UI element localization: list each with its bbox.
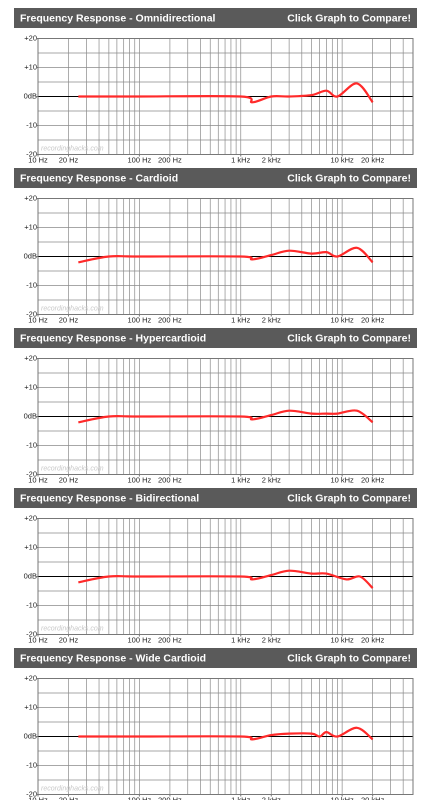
x-tick-label: 2 kHz xyxy=(262,155,281,164)
y-tick-label: -10 xyxy=(26,280,37,289)
x-tick-label: 10 kHz xyxy=(330,475,354,484)
chart-title: Frequency Response - Cardioid xyxy=(20,172,178,184)
frequency-chart[interactable]: Frequency Response - Cardioid Click Graph… xyxy=(14,168,417,324)
y-tick-label: -10 xyxy=(26,440,37,449)
compare-link[interactable]: Click Graph to Compare! xyxy=(287,332,411,344)
x-tick-label: 1 kHz xyxy=(231,795,250,800)
y-tick-label: +20 xyxy=(24,33,37,42)
compare-link[interactable]: Click Graph to Compare! xyxy=(287,12,411,24)
response-line xyxy=(78,726,374,741)
y-tick-label: -20 xyxy=(26,789,37,798)
header-bar xyxy=(14,488,417,508)
frequency-chart[interactable]: Frequency Response - Hypercardioid Click … xyxy=(14,328,417,484)
frequency-chart[interactable]: Frequency Response - Wide Cardioid Click … xyxy=(14,648,417,800)
x-tick-label: 1 kHz xyxy=(231,475,250,484)
x-tick-label: 10 kHz xyxy=(330,795,354,800)
y-tick-label: -20 xyxy=(26,469,37,478)
x-tick-label: 1 kHz xyxy=(231,155,250,164)
x-tick-label: 10 kHz xyxy=(330,315,354,324)
x-tick-label: 200 Hz xyxy=(158,795,182,800)
x-tick-label: 200 Hz xyxy=(158,155,182,164)
y-tick-label: +10 xyxy=(24,222,37,231)
x-tick-label: 100 Hz xyxy=(127,635,151,644)
x-tick-label: 10 Hz xyxy=(28,475,48,484)
chart-title: Frequency Response - Bidirectional xyxy=(20,492,199,504)
x-tick-label: 100 Hz xyxy=(127,795,151,800)
compare-link[interactable]: Click Graph to Compare! xyxy=(287,172,411,184)
y-tick-label: +10 xyxy=(24,542,37,551)
x-tick-label: 10 Hz xyxy=(28,635,48,644)
y-tick-label: +20 xyxy=(24,673,37,682)
y-tick-label: -20 xyxy=(26,629,37,638)
x-tick-label: 100 Hz xyxy=(127,475,151,484)
y-tick-label: +10 xyxy=(24,702,37,711)
response-line xyxy=(78,569,374,589)
header-bar xyxy=(14,648,417,668)
x-tick-label: 20 kHz xyxy=(361,155,385,164)
y-tick-label: -20 xyxy=(26,309,37,318)
x-tick-label: 20 kHz xyxy=(361,315,385,324)
x-tick-label: 2 kHz xyxy=(262,475,281,484)
watermark: recordinghacks.com xyxy=(41,785,104,792)
x-tick-label: 10 kHz xyxy=(330,155,354,164)
x-tick-label: 200 Hz xyxy=(158,475,182,484)
x-tick-label: 2 kHz xyxy=(262,315,281,324)
header-bar xyxy=(14,8,417,28)
y-tick-label: 0dB xyxy=(24,91,37,100)
x-tick-label: 20 Hz xyxy=(59,795,79,800)
x-tick-label: 20 kHz xyxy=(361,635,385,644)
x-tick-label: 2 kHz xyxy=(262,635,281,644)
y-tick-label: 0dB xyxy=(24,251,37,260)
x-tick-label: 10 Hz xyxy=(28,315,48,324)
x-tick-label: 20 Hz xyxy=(59,315,79,324)
y-tick-label: 0dB xyxy=(24,571,37,580)
x-tick-label: 2 kHz xyxy=(262,795,281,800)
y-tick-label: +10 xyxy=(24,382,37,391)
x-tick-label: 20 Hz xyxy=(59,635,79,644)
y-tick-label: -20 xyxy=(26,149,37,158)
y-tick-label: 0dB xyxy=(24,731,37,740)
frequency-chart[interactable]: Frequency Response - Omnidirectional Clic… xyxy=(14,8,417,164)
x-tick-label: 20 Hz xyxy=(59,475,79,484)
watermark: recordinghacks.com xyxy=(41,145,104,152)
x-tick-label: 10 kHz xyxy=(330,635,354,644)
x-tick-label: 20 kHz xyxy=(361,475,385,484)
watermark: recordinghacks.com xyxy=(41,305,104,312)
chart-title: Frequency Response - Wide Cardioid xyxy=(20,652,206,664)
x-tick-label: 10 Hz xyxy=(28,155,48,164)
y-tick-label: +20 xyxy=(24,513,37,522)
x-tick-label: 100 Hz xyxy=(127,315,151,324)
y-tick-label: 0dB xyxy=(24,411,37,420)
header-bar xyxy=(14,168,417,188)
frequency-chart[interactable]: Frequency Response - Bidirectional Click … xyxy=(14,488,417,644)
x-tick-label: 200 Hz xyxy=(158,635,182,644)
response-line xyxy=(78,246,374,264)
compare-link[interactable]: Click Graph to Compare! xyxy=(287,652,411,664)
chart-title: Frequency Response - Omnidirectional xyxy=(20,12,216,24)
x-tick-label: 20 Hz xyxy=(59,155,79,164)
x-tick-label: 100 Hz xyxy=(127,155,151,164)
x-tick-label: 1 kHz xyxy=(231,315,250,324)
y-tick-label: +20 xyxy=(24,193,37,202)
response-line xyxy=(78,82,374,104)
y-tick-label: -10 xyxy=(26,120,37,129)
x-tick-label: 1 kHz xyxy=(231,635,250,644)
chart-title: Frequency Response - Hypercardioid xyxy=(20,332,206,344)
y-tick-label: +10 xyxy=(24,62,37,71)
watermark: recordinghacks.com xyxy=(41,625,104,632)
y-tick-label: -10 xyxy=(26,760,37,769)
x-tick-label: 200 Hz xyxy=(158,315,182,324)
compare-link[interactable]: Click Graph to Compare! xyxy=(287,492,411,504)
y-tick-label: -10 xyxy=(26,600,37,609)
watermark: recordinghacks.com xyxy=(41,465,104,472)
x-tick-label: 10 Hz xyxy=(28,795,48,800)
y-tick-label: +20 xyxy=(24,353,37,362)
response-line xyxy=(78,409,374,424)
header-bar xyxy=(14,328,417,348)
x-tick-label: 20 kHz xyxy=(361,795,385,800)
